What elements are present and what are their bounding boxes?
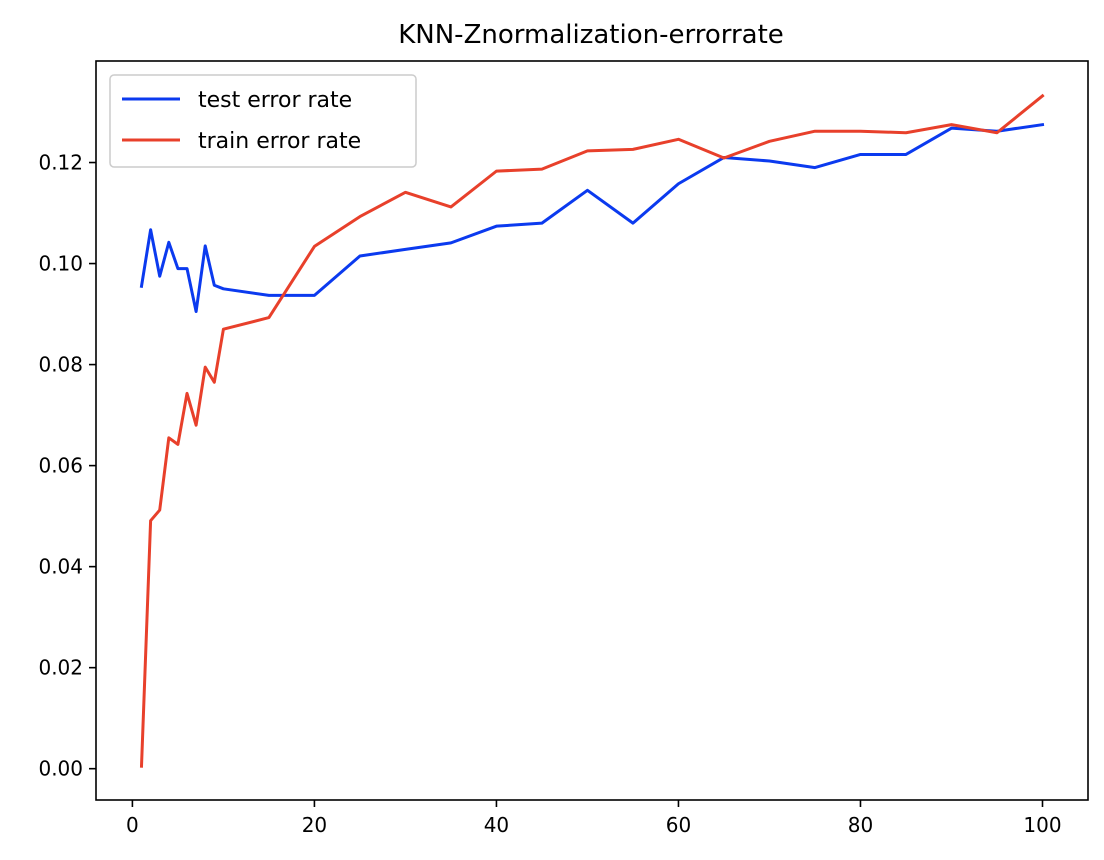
legend-box — [109, 74, 417, 168]
legend-label-1: train error rate — [198, 129, 361, 154]
axes-frame — [95, 60, 1089, 801]
chart-title: KNN-Znormalization-errorrate — [398, 20, 784, 50]
y-tick-label: 0.06 — [38, 454, 83, 478]
y-tick-label: 0.02 — [38, 656, 83, 680]
x-tick-label: 0 — [126, 813, 139, 837]
y-tick-label: 0.12 — [38, 151, 83, 175]
x-tick-label: 100 — [1023, 813, 1061, 837]
legend: test error rate train error rate — [109, 74, 417, 168]
y-tick-label: 0.00 — [38, 757, 83, 781]
x-tick-label: 40 — [484, 813, 509, 837]
series-line-1 — [139, 93, 1045, 768]
x-tick-label: 60 — [666, 813, 691, 837]
legend-label-0: test error rate — [198, 88, 352, 113]
y-tick-label: 0.04 — [38, 555, 83, 579]
y-tick-label: 0.08 — [38, 353, 83, 377]
plot-area — [139, 93, 1045, 768]
series-line-0 — [139, 122, 1045, 314]
x-tick-label: 20 — [302, 813, 327, 837]
axis-ticks: 0 20 40 60 80 100 0.00 0.02 0.04 0.06 0.08 0.10 0.12 — [38, 151, 1061, 837]
x-tick-label: 80 — [848, 813, 873, 837]
y-tick-label: 0.10 — [38, 252, 83, 276]
